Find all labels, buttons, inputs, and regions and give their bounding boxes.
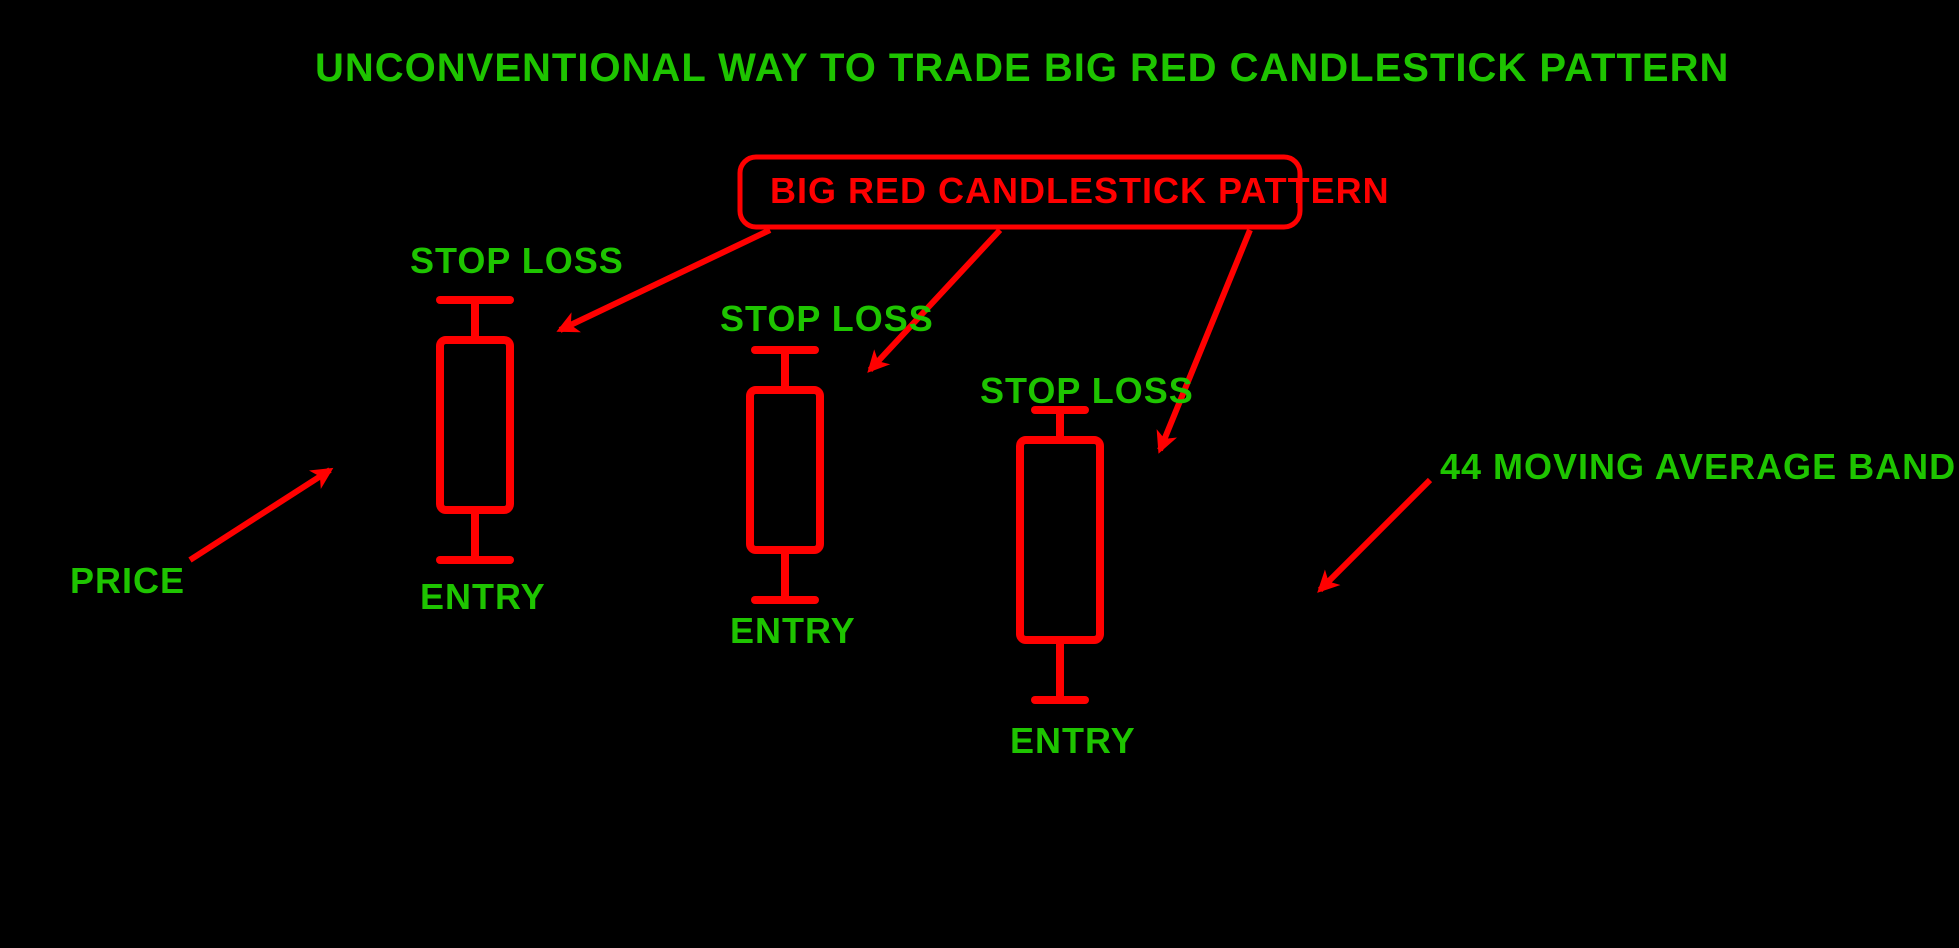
candlestick-3 [1020,410,1100,700]
callout-box-label: BIG RED CANDLESTICK PATTERN [770,170,1390,212]
moving-average-label: 44 MOVING AVERAGE BAND FOLING [1440,446,1959,488]
arrow-ma-label [1320,480,1430,590]
entry-label-1: ENTRY [420,576,546,618]
diagram-stage: UNCONVENTIONAL WAY TO TRADE BIG RED CAND… [0,0,1959,948]
entry-label-2: ENTRY [730,610,856,652]
candlestick-2 [750,350,820,600]
arrow-price-to-chart [190,470,330,560]
arrow-box-to-candle-3 [1160,230,1250,450]
stop-loss-label-1: STOP LOSS [410,240,624,282]
stop-loss-label-3: STOP LOSS [980,370,1194,412]
entry-label-3: ENTRY [1010,720,1136,762]
stop-loss-label-2: STOP LOSS [720,298,934,340]
price-label: PRICE [70,560,185,602]
candlestick-1 [440,300,510,560]
